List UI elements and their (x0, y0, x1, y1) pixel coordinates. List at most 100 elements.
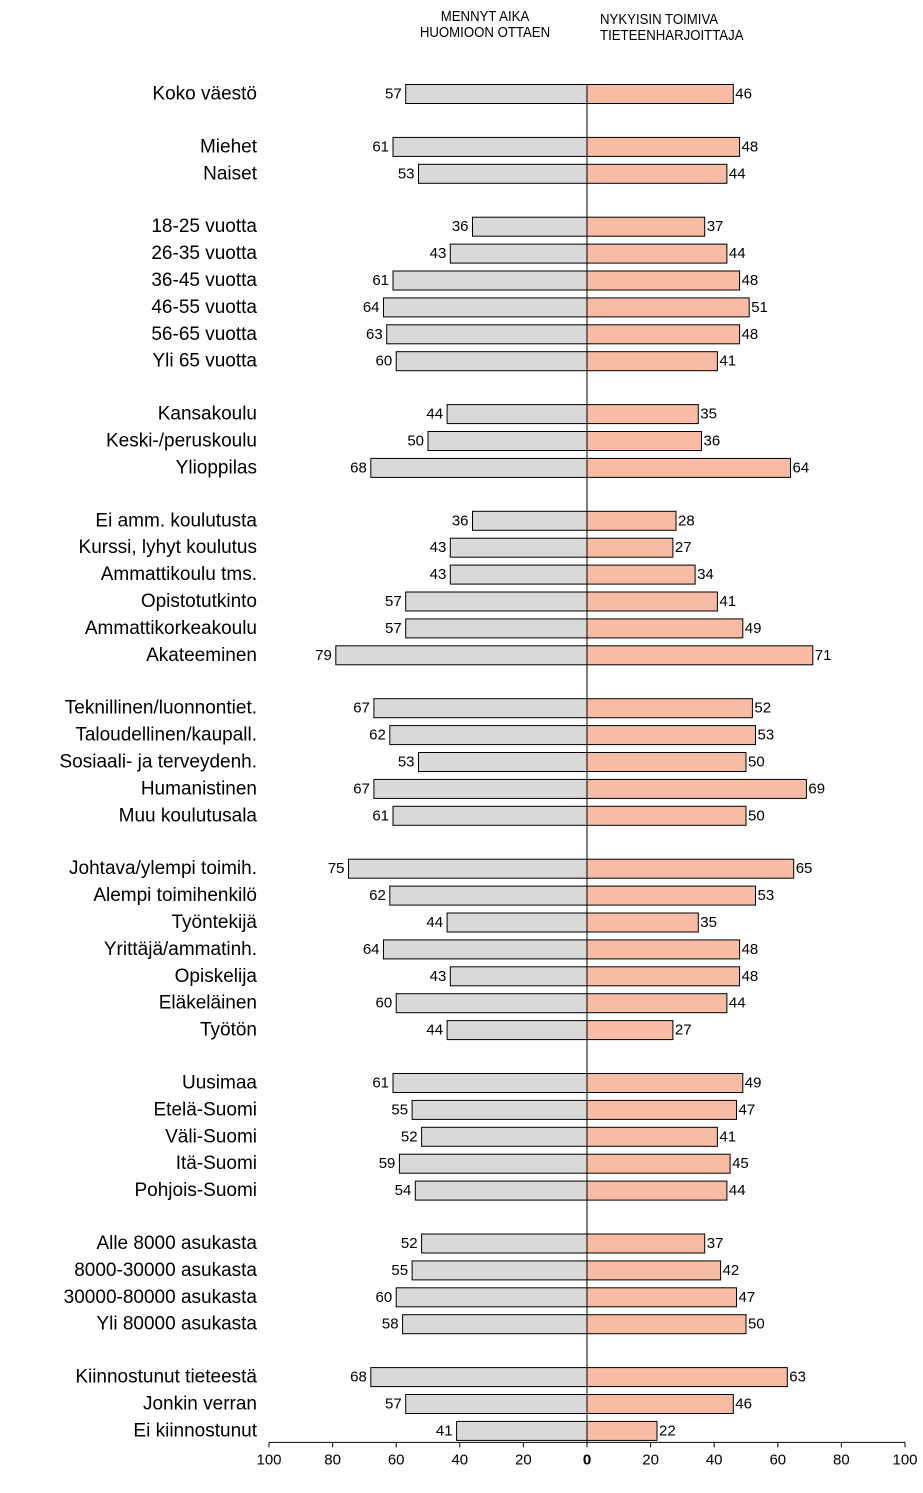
bar-right-25-ty-ntekij (586, 912, 699, 933)
value-right-36-8000-30000-asukasta: 42 (723, 1262, 740, 1279)
bar-left-30-uusimaa (392, 1073, 588, 1093)
value-left-26-yritt-j-ammatinh: 64 (363, 941, 380, 958)
bar-right-36-8000-30000-asukasta (586, 1260, 722, 1281)
value-right-20-sosiaali-ja-terveydenh: 50 (748, 754, 765, 771)
category-label-3-18-25-vuotta: 18-25 vuotta (151, 216, 257, 237)
bar-left-36-8000-30000-asukasta (411, 1260, 588, 1281)
tick-label-2: 60 (388, 1451, 405, 1468)
category-label-6-46-55-vuotta: 46-55 vuotta (151, 297, 257, 318)
bar-right-38-yli-80000-asukasta (586, 1314, 747, 1335)
bar-right-17-akateeminen (586, 645, 814, 666)
bar-left-28-el-kel-inen (395, 993, 588, 1014)
value-right-41-ei-kiinnostunut: 22 (659, 1422, 676, 1439)
value-right-37-30000-80000-asukasta: 47 (739, 1289, 756, 1306)
bar-left-35-alle-8000-asukasta (421, 1233, 588, 1254)
category-label-15-opistotutkinto: Opistotutkinto (141, 591, 257, 612)
bar-right-21-humanistinen (586, 778, 807, 799)
value-right-24-alempi-toimihenkil: 53 (758, 887, 775, 904)
bar-left-16-ammattikorkeakoulu (405, 618, 588, 639)
value-left-18-teknillinen-luonnontiet: 67 (353, 700, 370, 717)
value-right-13-kurssi-lyhyt-koulutus: 27 (675, 539, 692, 556)
value-right-14-ammattikoulu-tms: 34 (697, 566, 714, 583)
value-left-13-kurssi-lyhyt-koulutus: 43 (430, 539, 447, 556)
tick-label-0: 100 (256, 1451, 281, 1468)
category-label-14-ammattikoulu-tms: Ammattikoulu tms. (101, 564, 257, 585)
value-left-16-ammattikorkeakoulu: 57 (385, 620, 402, 637)
category-label-26-yritt-j-ammatinh: Yrittäjä/ammatinh. (104, 939, 257, 960)
bar-right-10-keski-peruskoulu (586, 431, 702, 451)
tick-label-3: 40 (451, 1451, 468, 1468)
value-right-3-18-25-vuotta: 37 (707, 218, 724, 235)
value-right-40-jonkin-verran: 46 (735, 1396, 752, 1413)
category-label-38-yli-80000-asukasta: Yli 80000 asukasta (96, 1314, 257, 1335)
category-label-12-ei-amm-koulutusta: Ei amm. koulutusta (95, 510, 257, 531)
bar-left-23-johtava-ylempi-toimih (348, 858, 588, 879)
bar-left-22-muu-koulutusala (392, 805, 588, 826)
value-right-11-ylioppilas: 64 (793, 459, 810, 476)
value-left-8-yli-65-vuotta: 60 (376, 353, 393, 370)
bar-left-6-46-55-vuotta (383, 297, 588, 318)
bar-right-33-it-suomi (586, 1153, 731, 1174)
value-right-38-yli-80000-asukasta: 50 (748, 1316, 765, 1333)
tick-label-4: 20 (515, 1451, 532, 1468)
bar-right-6-46-55-vuotta (586, 297, 750, 318)
bars-layer (335, 84, 814, 1441)
value-left-20-sosiaali-ja-terveydenh: 53 (398, 754, 415, 771)
value-right-25-ty-ntekij: 35 (700, 914, 717, 931)
tick-label-6: 20 (642, 1451, 659, 1468)
category-label-36-8000-30000-asukasta: 8000-30000 asukasta (74, 1260, 257, 1281)
bar-right-13-kurssi-lyhyt-koulutus (586, 537, 674, 558)
value-left-12-ei-amm-koulutusta: 36 (452, 512, 469, 529)
bar-right-11-ylioppilas (586, 457, 791, 478)
category-label-18-teknillinen-luonnontiet: Teknillinen/luonnontiet. (65, 698, 257, 719)
bar-right-28-el-kel-inen (586, 993, 728, 1014)
category-label-39-kiinnostunut-tieteest: Kiinnostunut tieteestä (75, 1367, 257, 1388)
value-left-2-naiset: 53 (398, 165, 415, 182)
bar-left-5-36-45-vuotta (392, 270, 588, 291)
category-label-11-ylioppilas: Ylioppilas (176, 457, 257, 478)
bar-left-18-teknillinen-luonnontiet (373, 698, 588, 719)
category-label-13-kurssi-lyhyt-koulutus: Kurssi, lyhyt koulutus (79, 537, 257, 558)
bar-left-15-opistotutkinto (405, 591, 588, 612)
category-label-29-ty-t-n: Työtön (200, 1020, 257, 1041)
value-left-36-8000-30000-asukasta: 55 (391, 1262, 408, 1279)
value-right-17-akateeminen: 71 (815, 647, 832, 664)
bar-left-2-naiset (418, 163, 588, 184)
bar-left-34-pohjois-suomi (414, 1180, 588, 1201)
value-left-1-miehet: 61 (372, 138, 389, 155)
category-label-37-30000-80000-asukasta: 30000-80000 asukasta (64, 1287, 258, 1308)
bar-left-25-ty-ntekij (446, 912, 588, 933)
bar-right-32-v-li-suomi (586, 1126, 718, 1147)
category-label-33-it-suomi: Itä-Suomi (176, 1153, 257, 1174)
value-left-28-el-kel-inen: 60 (376, 995, 393, 1012)
bar-left-33-it-suomi (398, 1153, 588, 1174)
bar-left-3-18-25-vuotta (472, 216, 588, 237)
left-header-line-1: MENNYT AIKA (440, 8, 530, 25)
bar-right-34-pohjois-suomi (586, 1180, 728, 1201)
value-left-0-koko-v-est: 57 (385, 86, 402, 103)
category-label-19-taloudellinen-kaupall: Taloudellinen/kaupall. (75, 725, 257, 746)
value-right-1-miehet: 48 (742, 138, 759, 155)
tick-label-10: 100 (892, 1451, 917, 1468)
value-left-11-ylioppilas: 68 (350, 459, 367, 476)
value-left-14-ammattikoulu-tms: 43 (430, 566, 447, 583)
bar-right-20-sosiaali-ja-terveydenh (586, 752, 747, 772)
bar-right-18-teknillinen-luonnontiet (586, 698, 753, 719)
bar-right-22-muu-koulutusala (586, 805, 747, 826)
bar-right-37-30000-80000-asukasta (586, 1287, 737, 1308)
category-label-4-26-35-vuotta: 26-35 vuotta (151, 243, 257, 264)
tick-label-7: 40 (706, 1451, 723, 1468)
value-right-28-el-kel-inen: 44 (729, 995, 746, 1012)
bar-left-1-miehet (392, 136, 588, 157)
bar-right-15-opistotutkinto (586, 591, 718, 612)
value-right-12-ei-amm-koulutusta: 28 (678, 512, 695, 529)
value-right-7-56-65-vuotta: 48 (742, 326, 759, 343)
value-left-6-46-55-vuotta: 64 (363, 299, 380, 316)
value-left-39-kiinnostunut-tieteest: 68 (350, 1369, 367, 1386)
value-left-10-keski-peruskoulu: 50 (407, 433, 424, 450)
category-label-20-sosiaali-ja-terveydenh: Sosiaali- ja terveydenh. (60, 752, 258, 773)
bar-right-24-alempi-toimihenkil (586, 885, 756, 906)
value-right-34-pohjois-suomi: 44 (729, 1182, 746, 1199)
bar-right-40-jonkin-verran (586, 1394, 734, 1414)
